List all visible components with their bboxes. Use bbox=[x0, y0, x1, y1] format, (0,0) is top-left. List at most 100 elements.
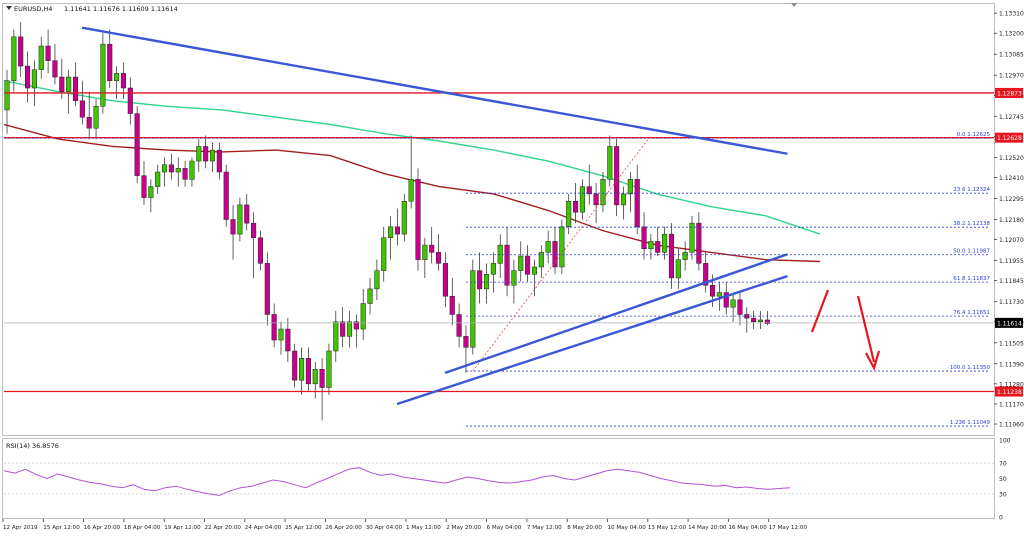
candle-bull bbox=[566, 200, 572, 228]
candle-bull bbox=[66, 76, 72, 92]
candle-bull bbox=[627, 179, 633, 195]
rsi-label: RSI(14) 36.8576 bbox=[6, 442, 59, 450]
fib-level-label: 0.0 1.12625 bbox=[957, 132, 991, 138]
time-tick-label: 17 May 12:00 bbox=[769, 525, 808, 531]
time-tick-label: 13 May 12:00 bbox=[648, 525, 687, 531]
candle-bull bbox=[381, 237, 387, 271]
symbol-label: EURUSD,H4 bbox=[14, 5, 52, 13]
rsi-tick-label: 70 bbox=[999, 461, 1007, 468]
candle-bull bbox=[196, 146, 202, 162]
time-tick-label: 2 May 20:00 bbox=[446, 525, 481, 531]
price-tick-label: 1.11170 bbox=[999, 401, 1024, 408]
candle-bull bbox=[175, 168, 181, 173]
price-tick-label: 1.12295 bbox=[999, 196, 1024, 203]
candle-bear bbox=[463, 336, 469, 348]
candle-bear bbox=[319, 369, 325, 388]
candle-bear bbox=[353, 321, 359, 330]
fib-level-label: 61.8 1.11837 bbox=[953, 276, 990, 282]
candle-bear bbox=[141, 175, 147, 198]
price-tick-label: 1.13310 bbox=[999, 11, 1024, 18]
price-tick-label: 1.12070 bbox=[999, 237, 1024, 244]
candle-bull bbox=[648, 241, 654, 249]
candle-bear bbox=[703, 263, 709, 286]
candle-bear bbox=[449, 295, 455, 315]
candle-bear bbox=[18, 36, 24, 67]
candle-bull bbox=[333, 321, 339, 352]
scroll-marker-icon[interactable] bbox=[791, 3, 797, 7]
candle-bull bbox=[155, 171, 161, 187]
rsi-tick-label: 0 bbox=[999, 515, 1003, 522]
fib-level-label: 50.0 1.11987 bbox=[953, 249, 990, 255]
candle-bear bbox=[525, 255, 531, 275]
time-tick-label: 18 Apr 04:00 bbox=[124, 525, 161, 531]
candle-bull bbox=[662, 233, 668, 253]
candle-bear bbox=[340, 321, 346, 337]
dropdown-triangle-icon[interactable] bbox=[6, 6, 12, 10]
price-tick-label: 1.13085 bbox=[999, 52, 1024, 59]
candle-bear bbox=[223, 171, 229, 220]
candle-bear bbox=[264, 263, 270, 315]
candle-bear bbox=[436, 252, 442, 264]
candle-bull bbox=[278, 328, 284, 341]
candle-bear bbox=[52, 60, 58, 78]
candle-bear bbox=[59, 76, 65, 92]
fib-level-label: 100.0 1.11350 bbox=[950, 365, 991, 371]
fib-level-label: 1.236 1.11049 bbox=[950, 420, 991, 426]
candle-bear bbox=[641, 226, 647, 249]
candle-bear bbox=[257, 237, 263, 264]
price-tag-label-support: 1.11238 bbox=[997, 389, 1022, 396]
candle-bull bbox=[518, 255, 524, 271]
candle-bear bbox=[72, 76, 79, 102]
candle-bear bbox=[86, 116, 92, 129]
time-tick-label: 8 May 20:00 bbox=[567, 525, 602, 531]
candle-bull bbox=[408, 179, 414, 202]
price-tick-label: 1.11955 bbox=[999, 258, 1024, 265]
time-tick-label: 1 May 12:00 bbox=[406, 525, 441, 531]
candle-bear bbox=[429, 244, 435, 253]
candle-bear bbox=[134, 113, 140, 176]
candle-bull bbox=[675, 259, 681, 279]
price-tick-label: 1.11060 bbox=[999, 422, 1024, 429]
candle-bear bbox=[764, 319, 770, 324]
candle-bear bbox=[586, 186, 592, 195]
candle-bull bbox=[422, 244, 428, 260]
candle-bear bbox=[504, 244, 510, 286]
candle-bear bbox=[292, 350, 298, 381]
rsi-line bbox=[3, 467, 791, 496]
fib-level-label: 23.6 1.12324 bbox=[953, 187, 990, 193]
time-tick-label: 16 Apr 20:00 bbox=[84, 525, 121, 531]
time-tick-label: 24 Apr 04:00 bbox=[245, 525, 282, 531]
candle-bear bbox=[668, 233, 675, 279]
candle-bear bbox=[45, 45, 51, 61]
time-tick-label: 26 Apr 20:00 bbox=[325, 525, 362, 531]
candle-bull bbox=[31, 69, 37, 89]
candle-bull bbox=[93, 106, 99, 129]
price-tick-label: 1.11845 bbox=[999, 278, 1024, 285]
candle-bear bbox=[203, 146, 209, 162]
candle-bull bbox=[600, 179, 606, 206]
candle-bear bbox=[120, 73, 127, 89]
candle-bear bbox=[415, 179, 421, 260]
candle-bull bbox=[689, 222, 695, 253]
price-tick-label: 1.11280 bbox=[999, 381, 1024, 388]
trend-line bbox=[396, 274, 788, 406]
candle-bull bbox=[388, 226, 394, 239]
price-tag-support bbox=[995, 386, 1023, 397]
candle-bull bbox=[367, 288, 373, 304]
fib-level-label: 38.2 1.12138 bbox=[953, 221, 990, 227]
price-tick-label: 1.12745 bbox=[999, 114, 1024, 121]
candle-bull bbox=[4, 80, 10, 111]
up-projection-arrow-icon bbox=[810, 289, 830, 333]
candle-bull bbox=[483, 274, 490, 290]
candle-bear bbox=[456, 314, 462, 337]
rsi-pane bbox=[2, 438, 995, 519]
candle-bull bbox=[490, 263, 496, 275]
time-tick-label: 16 May 04:00 bbox=[728, 525, 767, 531]
candle-bull bbox=[620, 193, 627, 206]
time-tick-label: 14 May 20:00 bbox=[688, 525, 727, 531]
candle-bear bbox=[216, 149, 222, 173]
candle-bear bbox=[182, 168, 188, 180]
candle-bear bbox=[634, 179, 640, 228]
